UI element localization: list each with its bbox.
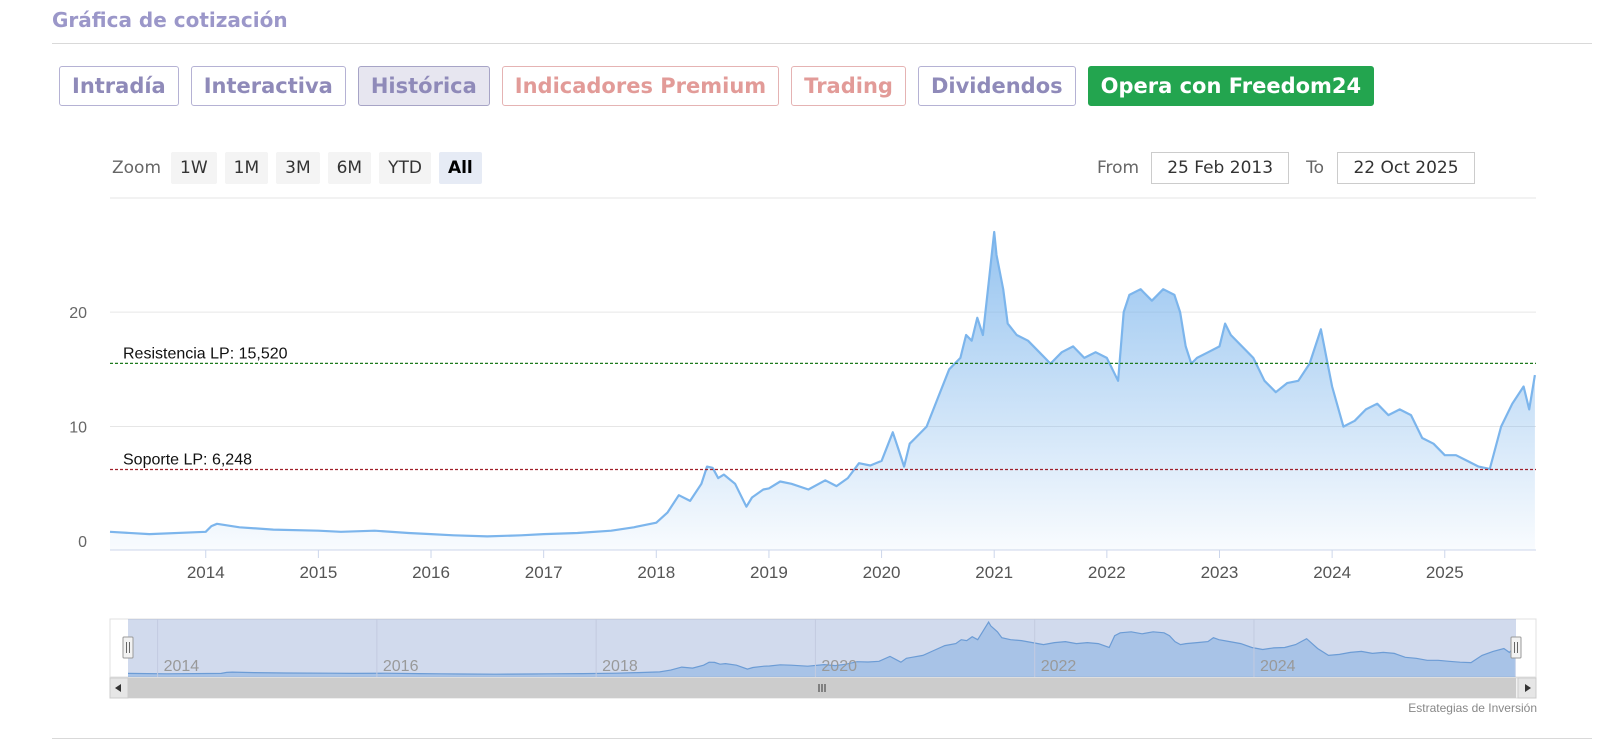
chart-credit[interactable]: Estrategias de Inversión (1408, 701, 1537, 715)
from-date-input[interactable]: 25 Feb 2013 (1151, 152, 1290, 184)
section-title: Gráfica de cotización (52, 8, 288, 32)
navigator-tick-label: 2018 (602, 658, 638, 675)
zoom-all-button[interactable]: All (438, 152, 482, 184)
to-label: To (1306, 158, 1325, 178)
x-tick-label: 2016 (412, 563, 450, 582)
x-tick-label: 2018 (637, 563, 675, 582)
navigator-area (128, 622, 1515, 677)
zoom-button-group: 1W 1M 3M 6M YTD All (171, 152, 482, 184)
resistance-label: Resistencia LP: 15,520 (123, 345, 288, 362)
zoom-6m-button[interactable]: 6M (327, 152, 372, 184)
navigator-line (127, 620, 1516, 675)
y-tick-label: 20 (69, 305, 87, 322)
x-tick-label: 2020 (863, 563, 901, 582)
y-tick-label: 10 (69, 420, 87, 437)
navigator-tick-label: 2024 (1260, 658, 1296, 675)
zoom-label: Zoom (112, 158, 162, 178)
navigator-left-handle[interactable] (122, 636, 134, 659)
x-tick-label: 2015 (299, 563, 337, 582)
tab-opera-con-freedom24[interactable]: Opera con Freedom24 (1087, 66, 1375, 106)
tab-interactiva[interactable]: Interactiva (190, 66, 346, 106)
x-tick-label: 2014 (187, 563, 225, 582)
zoom-1m-button[interactable]: 1M (224, 152, 269, 184)
x-tick-label: 2021 (975, 563, 1013, 582)
navigator-right-handle[interactable] (1510, 636, 1522, 659)
x-tick-label: 2017 (525, 563, 563, 582)
tab-indicadores-premium[interactable]: Indicadores Premium (501, 66, 780, 106)
navigator-tick-label: 2020 (821, 658, 857, 675)
navigator-tick-label: 2014 (164, 658, 200, 675)
support-label: Soporte LP: 6,248 (123, 451, 252, 468)
zoom-selector: Zoom 1W 1M 3M 6M YTD All (112, 152, 482, 184)
zoom-1w-button[interactable]: 1W (171, 152, 217, 184)
navigator-selection[interactable] (128, 619, 1516, 677)
zoom-ytd-button[interactable]: YTD (379, 152, 431, 184)
tab-intradía[interactable]: Intradía (59, 66, 179, 106)
chart-tabs: Intradía Interactiva Histórica Indicadores … (59, 66, 1375, 106)
tab-trading[interactable]: Trading (791, 66, 906, 106)
tab-histórica[interactable]: Histórica (357, 66, 490, 106)
navigator-tick-label: 2016 (383, 658, 419, 675)
to-date-input[interactable]: 22 Oct 2025 (1337, 152, 1476, 184)
tab-dividendos[interactable]: Dividendos (917, 66, 1076, 106)
x-tick-label: 2024 (1313, 563, 1351, 582)
bottom-divider (52, 738, 1592, 739)
price-line (109, 230, 1536, 538)
price-area-fill (110, 232, 1535, 550)
y-tick-label: 0 (78, 534, 87, 551)
from-label: From (1097, 158, 1140, 178)
x-tick-label: 2022 (1088, 563, 1126, 582)
navigator-background (109, 618, 1537, 678)
zoom-3m-button[interactable]: 3M (276, 152, 320, 184)
scroll-left-arrow-icon (115, 684, 121, 692)
scroll-right-arrow-icon (1525, 684, 1531, 692)
x-tick-label: 2023 (1201, 563, 1239, 582)
x-tick-label: 2025 (1426, 563, 1464, 582)
top-divider (52, 43, 1592, 44)
navigator-tick-label: 2022 (1041, 658, 1077, 675)
date-range: From 25 Feb 2013 To 22 Oct 2025 (1097, 152, 1476, 184)
x-tick-label: 2019 (750, 563, 788, 582)
